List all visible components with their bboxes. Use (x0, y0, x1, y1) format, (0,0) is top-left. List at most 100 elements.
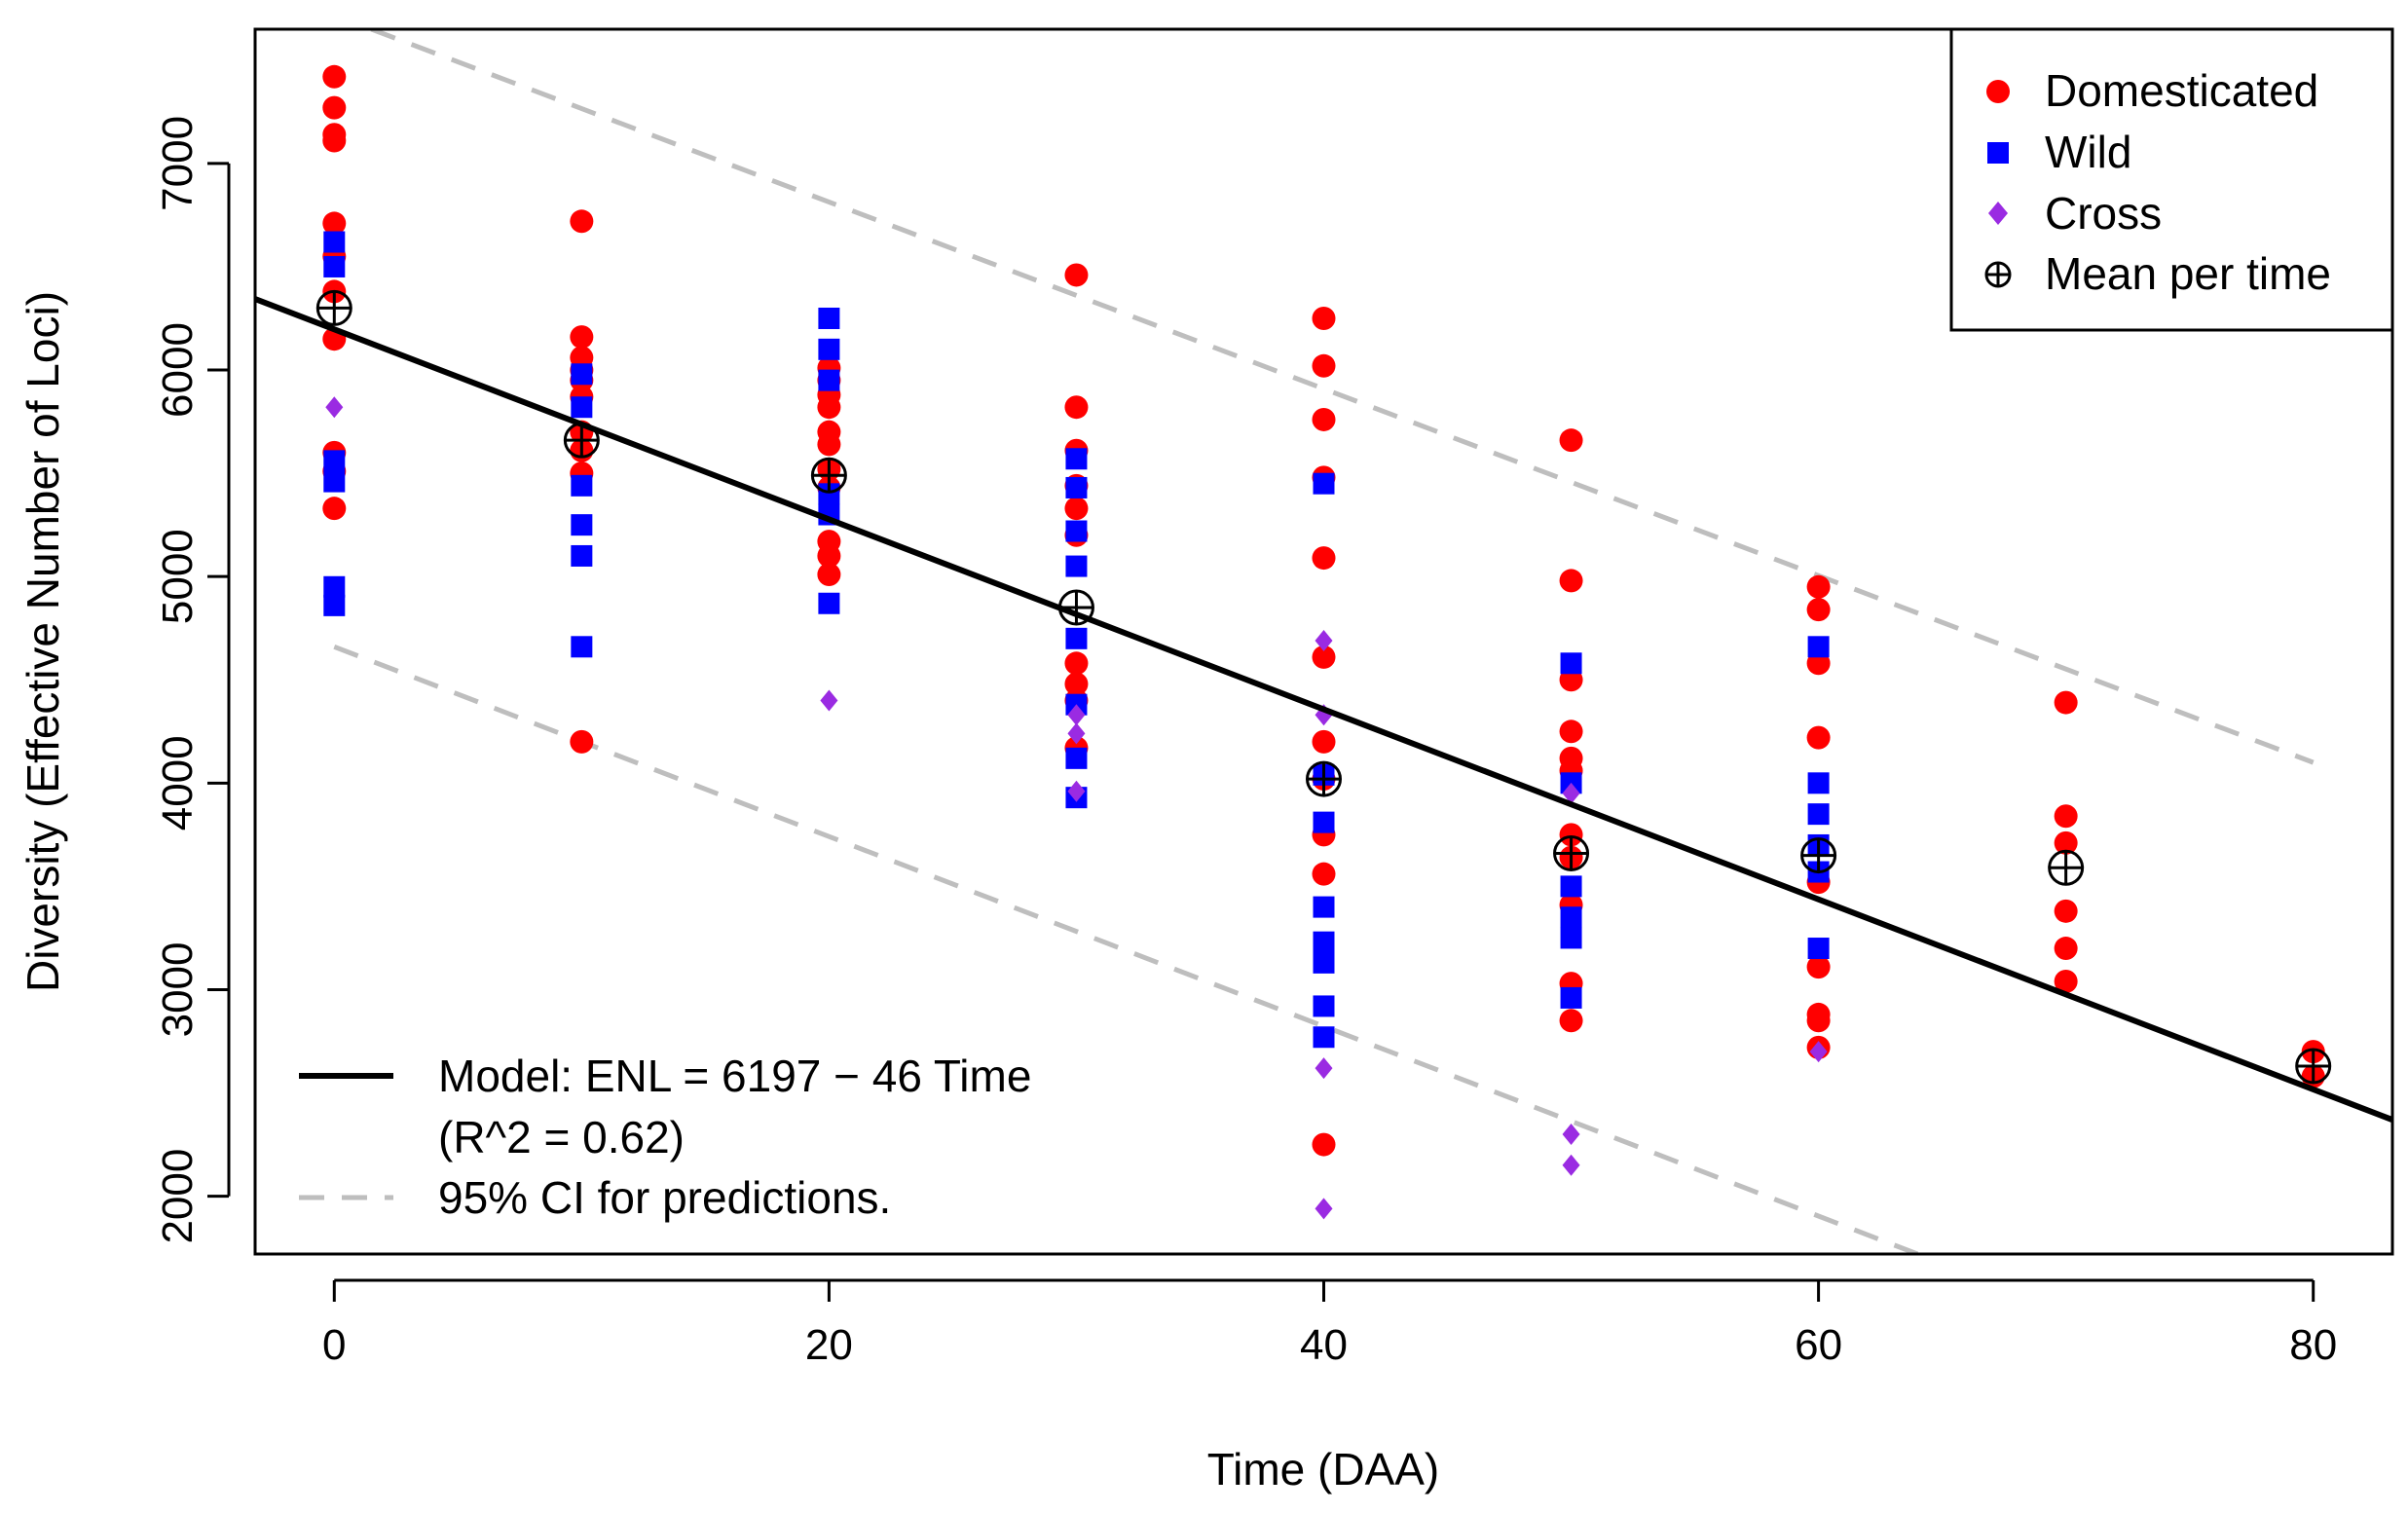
point-mean (2048, 849, 2085, 886)
point-mean (1553, 834, 1590, 871)
point-mean (1057, 589, 1094, 626)
point-domesticated (1806, 725, 1831, 750)
point-wild (818, 338, 840, 360)
point-wild (571, 636, 593, 658)
legend-cross-label: Cross (2045, 188, 2162, 239)
point-mean (1800, 837, 1837, 874)
point-domesticated (1559, 569, 1583, 593)
point-wild (1313, 811, 1335, 833)
point-domesticated (817, 395, 841, 420)
point-domesticated (1559, 823, 1583, 847)
mean-points (315, 289, 2332, 1085)
point-domesticated (1312, 645, 1336, 669)
point-mean (2295, 1048, 2332, 1085)
point-wild (1313, 995, 1335, 1017)
point-mean (563, 422, 600, 459)
point-domesticated (1312, 862, 1336, 886)
y-tick-label: 6000 (154, 322, 202, 418)
point-wild (1313, 931, 1335, 953)
point-wild (1560, 927, 1582, 949)
point-cross (1315, 1198, 1333, 1220)
point-domesticated (1064, 672, 1089, 696)
point-cross (1067, 704, 1086, 726)
legend-domesticated-marker (1986, 80, 2010, 103)
point-wild (1065, 747, 1088, 769)
point-domesticated (1312, 353, 1336, 378)
point-domesticated (1312, 729, 1336, 754)
point-domesticated (1559, 1009, 1583, 1033)
point-domesticated (570, 325, 594, 350)
legend-wild-label: Wild (2045, 127, 2131, 177)
point-domesticated (1806, 574, 1831, 599)
point-domesticated (2054, 937, 2078, 961)
point-cross (1067, 780, 1086, 802)
axes: 0 20 40 60 80 2000 3000 4000 5000 6000 7000 (154, 116, 2337, 1369)
point-wild (1560, 986, 1582, 1009)
point-wild (1065, 476, 1088, 498)
point-cross (1067, 722, 1086, 745)
point-domesticated (2054, 690, 2078, 715)
point-cross (1315, 1057, 1333, 1080)
data-points (322, 64, 2325, 1220)
point-domesticated (817, 432, 841, 457)
legend-cross-marker (1988, 202, 2008, 225)
y-tick-label: 7000 (154, 116, 202, 211)
confidence-interval-lines (333, 29, 2315, 1254)
point-cross (820, 689, 838, 712)
point-domesticated (1559, 720, 1583, 744)
point-domesticated (322, 497, 347, 521)
point-wild (323, 450, 346, 472)
point-wild (1560, 875, 1582, 898)
regression-line (255, 296, 2392, 1123)
point-domesticated (1064, 651, 1089, 676)
y-tick-label: 4000 (154, 735, 202, 830)
regression-line-group (255, 296, 2392, 1123)
legend: Domesticated Wild Cross Mean per time (1949, 27, 2394, 332)
point-wild (1807, 636, 1830, 658)
point-domesticated (1312, 1132, 1336, 1157)
point-wild (1313, 472, 1335, 495)
point-wild (1065, 448, 1088, 470)
point-domesticated (570, 729, 594, 754)
x-tick-label: 60 (1795, 1321, 1842, 1369)
legend-mean-marker (1984, 261, 2012, 288)
y-tick-label: 3000 (154, 942, 202, 1038)
point-domesticated (817, 563, 841, 587)
point-domesticated (322, 64, 347, 89)
point-wild (571, 514, 593, 536)
point-domesticated (1064, 395, 1089, 420)
point-domesticated (1806, 598, 1831, 622)
point-domesticated (1312, 546, 1336, 571)
point-domesticated (2054, 830, 2078, 855)
point-wild (1313, 1026, 1335, 1049)
point-mean (315, 289, 352, 326)
model-annotation: Model: ENL = 6197 − 46 Time (R^2 = 0.62)… (299, 1051, 1031, 1223)
point-cross (325, 396, 344, 419)
point-wild (571, 474, 593, 497)
point-domesticated (322, 95, 347, 120)
point-domesticated (1064, 497, 1089, 521)
point-wild (1560, 652, 1582, 675)
legend-box (1949, 27, 2394, 332)
point-cross (1562, 1123, 1580, 1145)
y-axis-title: Diversity (Effective Number of Loci) (18, 291, 68, 992)
x-tick-label: 80 (2289, 1321, 2337, 1369)
point-domesticated (1806, 955, 1831, 979)
point-wild (571, 396, 593, 419)
point-wild (1313, 896, 1335, 918)
point-domesticated (2054, 804, 2078, 829)
point-wild (323, 231, 346, 253)
point-domesticated (1312, 407, 1336, 431)
ci-upper-line (370, 29, 2315, 765)
point-wild (1065, 555, 1088, 577)
point-wild (1807, 803, 1830, 826)
point-domesticated (1064, 263, 1089, 287)
point-cross (1809, 1041, 1828, 1063)
point-wild (818, 592, 840, 614)
annotation-r-squared: (R^2 = 0.62) (438, 1112, 685, 1162)
x-axis-title: Time (DAA) (1207, 1444, 1440, 1495)
point-domesticated (1312, 306, 1336, 330)
legend-domesticated-label: Domesticated (2045, 65, 2318, 116)
point-domesticated (322, 129, 347, 153)
